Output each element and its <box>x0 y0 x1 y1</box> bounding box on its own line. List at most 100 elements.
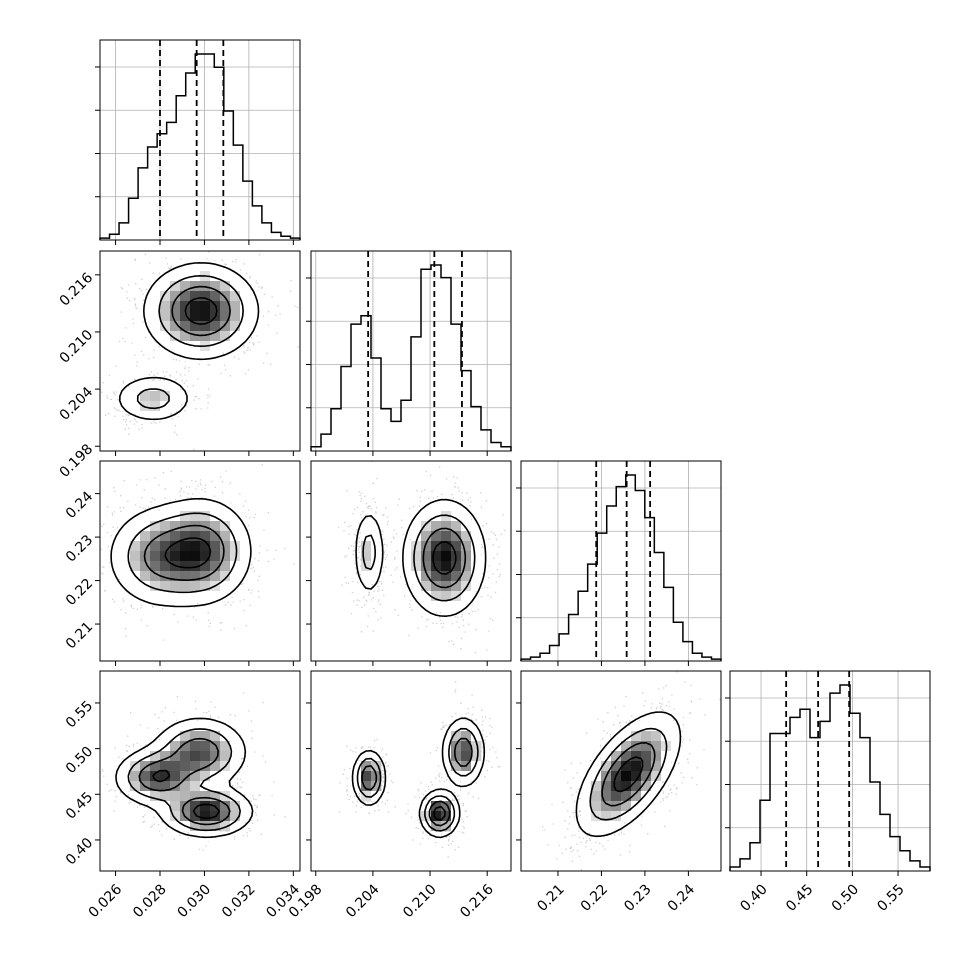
density-cell <box>170 801 181 812</box>
density-cell <box>230 551 241 562</box>
density-cell <box>110 551 121 562</box>
density-cell <box>240 291 251 302</box>
density-cell <box>220 751 231 762</box>
density-cell <box>160 571 171 582</box>
density-cell <box>170 791 181 802</box>
density-cell <box>190 531 201 542</box>
density-cell <box>631 761 642 772</box>
density-cell <box>180 291 191 302</box>
density-cell <box>651 721 662 732</box>
density-cell <box>160 281 171 292</box>
x-tick-label: 0.55 <box>874 881 907 914</box>
density-cell <box>170 521 181 532</box>
density-cell <box>240 561 251 572</box>
density-cell <box>230 511 241 522</box>
density-cell <box>150 321 161 332</box>
density-cell <box>120 401 131 412</box>
density-cell <box>411 581 422 592</box>
density-cell <box>601 821 612 832</box>
density-cell <box>210 271 221 282</box>
panel-bg <box>521 461 721 661</box>
density-cell <box>451 601 462 612</box>
density-cell <box>451 531 462 542</box>
contour-level-1 <box>136 275 244 410</box>
density-cell <box>351 761 362 772</box>
density-cell <box>180 281 191 292</box>
density-cell <box>591 781 602 792</box>
density-cell <box>200 771 211 782</box>
density-cell <box>591 801 602 812</box>
contour-level-3 <box>152 769 220 820</box>
density-cell <box>170 541 181 552</box>
density-cell <box>621 741 632 752</box>
density-cell <box>160 391 171 402</box>
density-cell <box>190 751 201 762</box>
density-cell <box>150 771 161 782</box>
density-cell <box>641 741 652 752</box>
density-cell <box>581 791 592 802</box>
contour-level-0 <box>351 717 486 839</box>
density-cell <box>240 801 251 812</box>
density-cell <box>621 771 632 782</box>
density-cell <box>160 581 171 592</box>
density-cell <box>230 301 241 312</box>
density-cell <box>671 731 682 742</box>
density-cell <box>471 561 482 572</box>
density-cell <box>160 341 171 352</box>
density-cell <box>441 551 452 562</box>
density-cell <box>451 511 462 522</box>
density-cell <box>180 561 191 572</box>
density-cell <box>240 551 251 562</box>
density-cell <box>230 341 241 352</box>
contour-level-0 <box>119 262 260 421</box>
diag-panel-1 <box>306 250 512 452</box>
density-cell <box>130 401 141 412</box>
density-cell <box>611 761 622 772</box>
density-cell <box>160 761 171 772</box>
density-cell <box>471 531 482 542</box>
density-cell <box>170 501 181 512</box>
density-cell <box>621 811 632 822</box>
density-cell <box>210 741 221 752</box>
density-cell <box>160 311 171 322</box>
density-cell <box>421 811 432 822</box>
pair-panel-0-2 <box>99 460 301 662</box>
density-cell <box>140 521 151 532</box>
density-cell <box>431 581 442 592</box>
density-cell <box>150 761 161 772</box>
y-tick-label: 0.21 <box>63 619 96 652</box>
density-cell <box>631 801 642 812</box>
density-cell <box>140 531 151 542</box>
density-cell <box>140 581 151 592</box>
density-cell <box>220 801 231 812</box>
density-cell <box>471 521 482 532</box>
density-cell <box>200 331 211 342</box>
density-cell <box>220 321 231 332</box>
density-cell <box>180 391 191 402</box>
y-tick-label: 0.23 <box>63 532 96 565</box>
density-cell <box>170 341 181 352</box>
density-cell <box>210 281 221 292</box>
density-cell <box>180 311 191 322</box>
density-cell <box>200 721 211 732</box>
density-cell <box>461 521 472 532</box>
x-tick-label: 0.032 <box>219 881 259 921</box>
density-cell <box>190 551 201 562</box>
density-cell <box>160 541 171 552</box>
density-cell <box>130 771 141 782</box>
density-cell <box>150 391 161 402</box>
density-cell <box>160 301 171 312</box>
density-cell <box>130 791 141 802</box>
density-cell <box>210 771 221 782</box>
density-cell <box>461 731 472 742</box>
density-cell <box>150 521 161 532</box>
density-cell <box>451 801 462 812</box>
contour-level-3 <box>613 756 644 793</box>
density-cell <box>150 401 161 412</box>
density-cell <box>210 351 221 362</box>
density-cell <box>431 591 442 602</box>
histogram-0 <box>99 53 301 240</box>
y-tick-label: 0.204 <box>57 384 97 424</box>
density-cell <box>140 541 151 552</box>
density-cell <box>371 571 382 582</box>
